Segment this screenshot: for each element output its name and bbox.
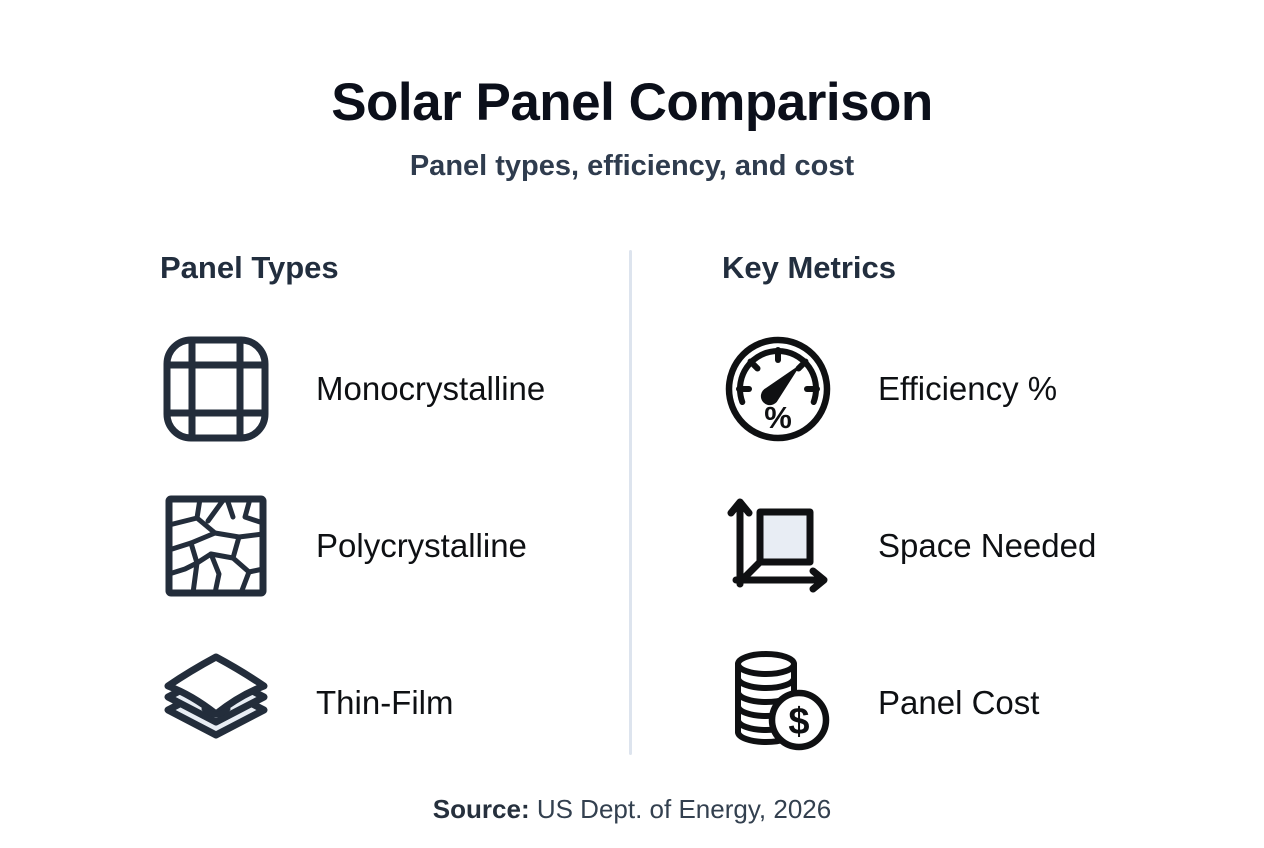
page-title: Solar Panel Comparison bbox=[331, 73, 933, 132]
space-dimensions-icon bbox=[722, 490, 834, 602]
panel-type-label: Monocrystalline bbox=[316, 370, 546, 407]
column-panel-types: Panel Types Monocrystalline bbox=[160, 248, 610, 759]
panel-type-label: Thin-Film bbox=[316, 684, 454, 721]
metric-label: Panel Cost bbox=[878, 684, 1040, 721]
coins-dollar-icon: $ bbox=[722, 647, 834, 759]
column-key-metrics: Key Metrics % Efficiency % bbox=[722, 248, 1172, 759]
column-divider bbox=[629, 250, 632, 755]
panel-type-row-polycrystalline: Polycrystalline bbox=[160, 490, 610, 602]
metric-row-space: Space Needed bbox=[722, 490, 1172, 602]
source-text: US Dept. of Energy, 2026 bbox=[536, 794, 832, 824]
source-label: Source: bbox=[432, 794, 530, 824]
metric-label: Efficiency % bbox=[878, 370, 1058, 407]
thin-film-layers-icon bbox=[160, 647, 272, 759]
panel-types-header: Panel Types bbox=[160, 250, 339, 285]
efficiency-gauge-icon: % bbox=[722, 333, 834, 445]
key-metrics-header: Key Metrics bbox=[722, 250, 897, 285]
polycrystalline-panel-icon bbox=[160, 490, 272, 602]
metric-label: Space Needed bbox=[878, 527, 1097, 564]
gauge-percent-glyph: % bbox=[764, 400, 792, 435]
panel-type-row-monocrystalline: Monocrystalline bbox=[160, 333, 610, 445]
coin-dollar-glyph: $ bbox=[788, 701, 809, 743]
metric-row-cost: $ Panel Cost bbox=[722, 647, 1172, 759]
page-subtitle: Panel types, efficiency, and cost bbox=[409, 150, 855, 182]
panel-type-label: Polycrystalline bbox=[316, 527, 527, 564]
monocrystalline-panel-icon bbox=[160, 333, 272, 445]
source-line: Source: US Dept. of Energy, 2026 bbox=[0, 794, 1264, 825]
metric-row-efficiency: % Efficiency % bbox=[722, 333, 1172, 445]
panel-type-row-thin-film: Thin-Film bbox=[160, 647, 610, 759]
